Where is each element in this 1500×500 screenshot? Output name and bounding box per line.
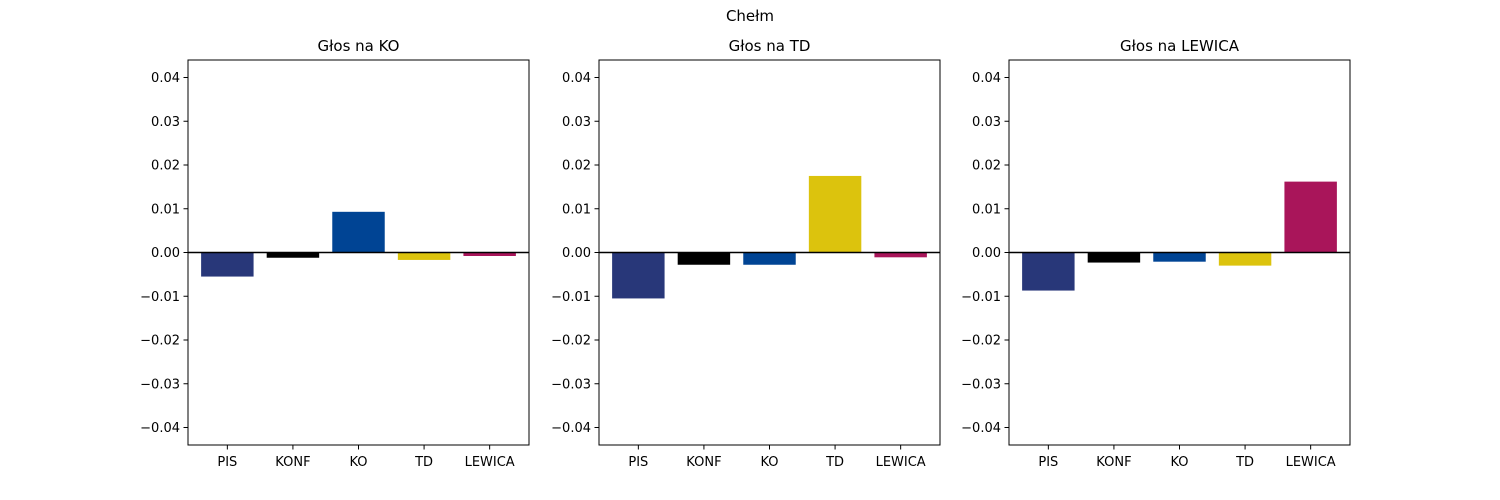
x-tick-label: LEWICA [1286,455,1336,470]
y-tick-label: 0.00 [151,246,180,261]
x-tick-label: KO [349,455,367,470]
x-tick-label: PIS [628,455,648,470]
bar-lewica [463,252,516,256]
x-tick-label: PIS [1038,455,1058,470]
x-tick-label: KO [760,455,778,470]
x-tick-label: TD [1235,455,1254,470]
bar-konf [266,252,320,258]
y-tick-label: −0.02 [961,334,1001,349]
y-tick-label: −0.01 [140,290,180,305]
subplot-2: Głos na TD −0.04 −0.03 −0.02 −0.01 0.00 0.01 0.… [551,37,941,470]
bar-lewica [1284,181,1337,253]
y-tick-label: −0.04 [140,421,180,436]
x-tick-label: KO [1170,455,1188,470]
y-tick-label: −0.03 [140,377,180,392]
bar-td [397,252,451,260]
y-tick-label: 0.02 [972,159,1001,174]
x-tick-label: KONF [1096,455,1131,470]
bar-pis [612,252,665,299]
y-tick-label: −0.01 [551,290,591,305]
bar-konf [677,252,731,265]
x-tick-label: LEWICA [876,455,926,470]
x-tick-label: TD [825,455,844,470]
bar-konf [1087,252,1141,263]
y-tick-label: 0.04 [972,71,1001,86]
y-tick-label: −0.04 [551,421,591,436]
y-tick-label: 0.01 [151,202,180,217]
y-tick-label: 0.03 [972,115,1001,130]
subplot-title: Głos na TD [729,37,811,55]
y-tick-label: −0.03 [961,377,1001,392]
bar-lewica [874,252,927,258]
y-tick-label: 0.02 [151,159,180,174]
subplot-1: Głos na KO −0.04 −0.03 −0.02 −0.01 0.00 0.01 0.… [140,37,530,470]
y-tick-label: 0.04 [151,71,180,86]
y-tick-label: −0.03 [551,377,591,392]
bar-ko [743,252,796,265]
bar-ko [1153,252,1206,262]
y-tick-label: −0.01 [961,290,1001,305]
x-tick-label: KONF [275,455,310,470]
x-tick-label: PIS [217,455,237,470]
bar-ko [332,211,385,253]
y-tick-label: 0.01 [562,202,591,217]
y-tick-label: 0.00 [972,246,1001,261]
x-tick-label: TD [414,455,433,470]
subplot-title: Głos na LEWICA [1120,37,1240,55]
bar-pis [201,252,254,277]
y-tick-label: 0.00 [562,246,591,261]
y-tick-label: 0.03 [151,115,180,130]
y-tick-label: 0.03 [562,115,591,130]
subplot-3: Głos na LEWICA −0.04 −0.03 −0.02 −0.01 0.00 0.… [961,37,1351,470]
y-tick-label: 0.02 [562,159,591,174]
y-tick-label: 0.04 [562,71,591,86]
y-tick-label: 0.01 [972,202,1001,217]
bar-td [1218,252,1272,266]
y-tick-label: −0.02 [140,334,180,349]
bar-pis [1022,252,1075,291]
y-tick-label: −0.04 [961,421,1001,436]
bar-td [808,175,862,253]
x-tick-label: KONF [686,455,721,470]
y-tick-label: −0.02 [551,334,591,349]
subplot-title: Głos na KO [318,37,400,55]
x-tick-label: LEWICA [465,455,515,470]
figure-title: Chełm [725,7,775,25]
